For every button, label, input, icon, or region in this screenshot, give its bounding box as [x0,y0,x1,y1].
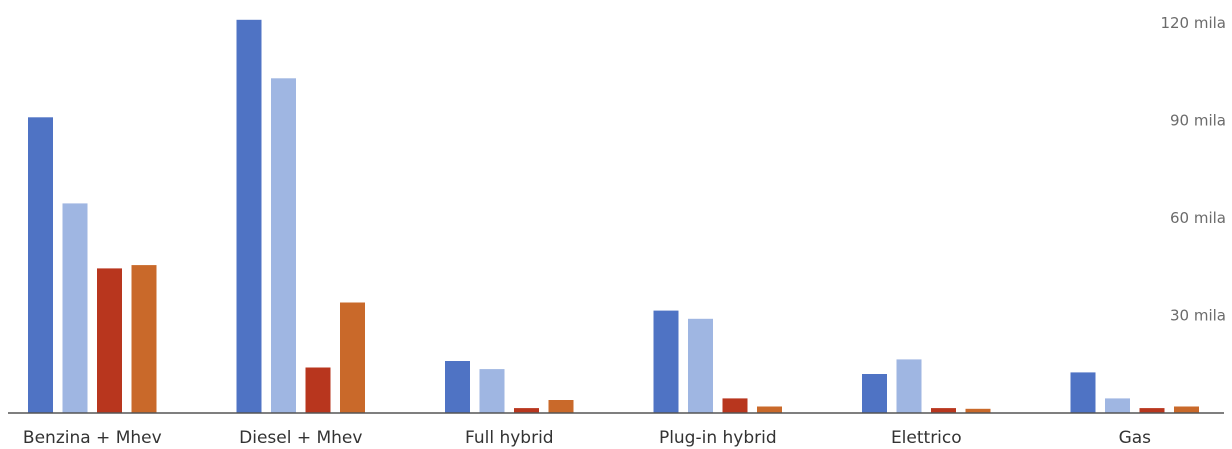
bar-4-1 [896,359,922,413]
category-label-3: Plug-in hybrid [659,428,777,448]
category-label-0: Benzina + Mhev [23,428,162,448]
bar-1-0 [236,19,262,414]
y-axis-ticks: 30 mila 60 mila 90 mila 120 mila [1160,14,1226,325]
bar-2-1 [479,369,505,413]
category-label-4: Elettrico [891,428,962,448]
bar-1-2 [305,367,331,413]
category-label-2: Full hybrid [465,428,554,448]
category-label-1: Diesel + Mhev [239,428,362,448]
bar-3-0 [653,310,679,413]
y-tick-label-1: 60 mila [1170,209,1226,227]
bar-3-2 [722,398,748,413]
bar-0-3 [131,265,157,413]
bar-5-0 [1070,372,1096,413]
x-axis-labels: Benzina + Mhev Diesel + Mhev Full hybrid Pl… [23,428,1151,448]
bar-1-1 [271,78,296,414]
bar-3-3 [757,406,782,413]
bar-2-3 [548,400,574,413]
y-tick-label-0: 30 mila [1170,307,1226,325]
category-label-5: Gas [1119,428,1152,448]
y-tick-label-2: 90 mila [1170,112,1226,130]
bar-5-2 [1139,408,1165,413]
bar-4-2 [931,408,956,413]
bar-2-0 [445,361,470,413]
bar-0-2 [97,268,122,413]
bar-0-0 [28,117,53,414]
bar-2-2 [514,408,539,413]
bar-3-1 [688,318,713,414]
y-tick-label-3: 120 mila [1160,14,1226,32]
bar-5-1 [1105,398,1130,413]
bars-group [28,19,1199,414]
bar-0-1 [62,203,88,413]
bar-4-0 [862,374,887,413]
bar-5-3 [1174,406,1199,413]
bar-4-3 [965,408,991,413]
bar-1-3 [340,302,365,413]
